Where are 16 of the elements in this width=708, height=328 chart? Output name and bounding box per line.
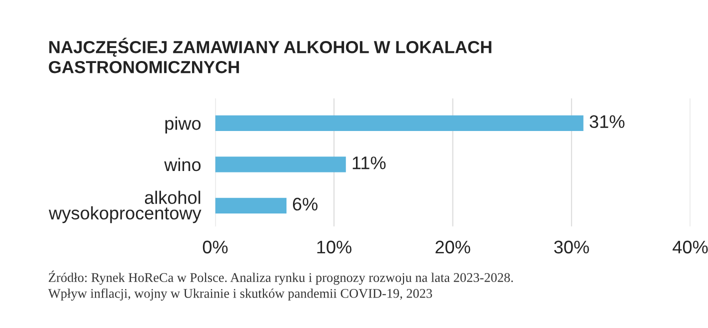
data-label: 31%	[590, 115, 624, 128]
x-tick-label: 20%	[436, 240, 470, 254]
text: Źródło: Rynek HoReCa w Polsce. Analiza rynku i prognozy rozwoju na lata 2023-2028. Wpływ inflacji, wojny w Ukrainie i skutków pandemii COVID-19, 2023	[48, 270, 513, 301]
x-tick-label: 30%	[554, 240, 589, 254]
x-tick-label: 0%	[202, 240, 228, 254]
data-label: 11%	[352, 156, 386, 170]
bar	[215, 115, 584, 131]
chart-title: NAJCZĘŚCIEJ ZAMAWIANY ALKOHOL W LOKALACH GASTRONOMICZNYCH	[48, 38, 492, 74]
y-tick-label: piwo	[165, 116, 201, 134]
bar	[215, 198, 286, 214]
x-tick-label: 10%	[317, 240, 352, 254]
y-tick-label: wino	[164, 158, 201, 172]
x-tick-label: 40%	[672, 240, 708, 254]
y-tick-label: alkohol wysokoprocentowy	[48, 190, 202, 224]
bar	[215, 156, 346, 172]
data-label: 6%	[292, 198, 318, 211]
